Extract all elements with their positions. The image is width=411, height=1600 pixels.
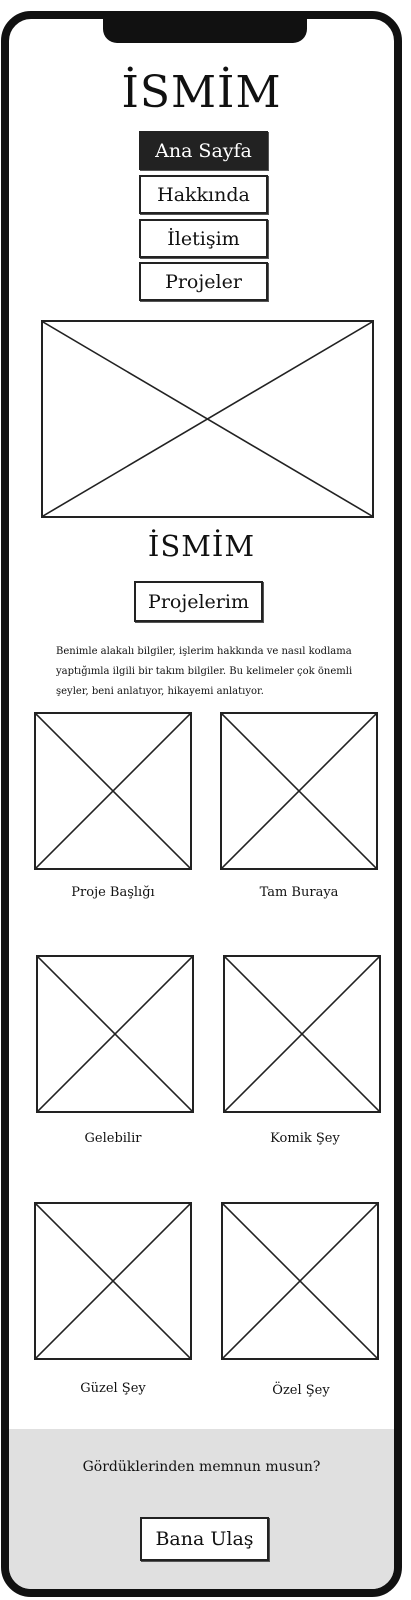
phone-notch [103,19,307,43]
project-caption: Güzel Şey [80,1381,146,1396]
about-text: Benimle alakalı bilgiler, işlerim hakkın… [56,646,353,697]
site-title: İSMİM [121,67,282,118]
profile-title: İSMİM [147,529,256,563]
projects-section-button[interactable]: Projelerim [134,581,263,622]
footer-question: Gördüklerinden memnun musun? [82,1459,321,1475]
nav-contact-button[interactable]: İletişim [139,219,268,258]
hero-image-placeholder [41,320,374,518]
phone-frame: İSMİM Ana Sayfa Hakkında İletişim Projel… [1,11,402,1597]
project-caption: Tam Buraya [259,885,339,900]
project-image-placeholder[interactable] [36,955,194,1113]
project-image-placeholder[interactable] [223,955,381,1113]
footer: Gördüklerinden memnun musun? Bana Ulaş [9,1429,394,1589]
project-image-placeholder[interactable] [34,712,192,870]
nav-projects-button[interactable]: Projeler [139,262,268,301]
project-image-placeholder[interactable] [221,1202,379,1360]
nav-about-button[interactable]: Hakkında [139,175,268,214]
project-image-placeholder[interactable] [220,712,378,870]
project-caption: Özel Şey [272,1383,330,1398]
project-caption: Proje Başlığı [71,885,155,900]
project-caption: Komik Şey [270,1131,340,1146]
project-image-placeholder[interactable] [34,1202,192,1360]
nav-home-button[interactable]: Ana Sayfa [139,131,268,170]
project-caption: Gelebilir [84,1131,142,1146]
contact-me-button[interactable]: Bana Ulaş [140,1517,269,1561]
